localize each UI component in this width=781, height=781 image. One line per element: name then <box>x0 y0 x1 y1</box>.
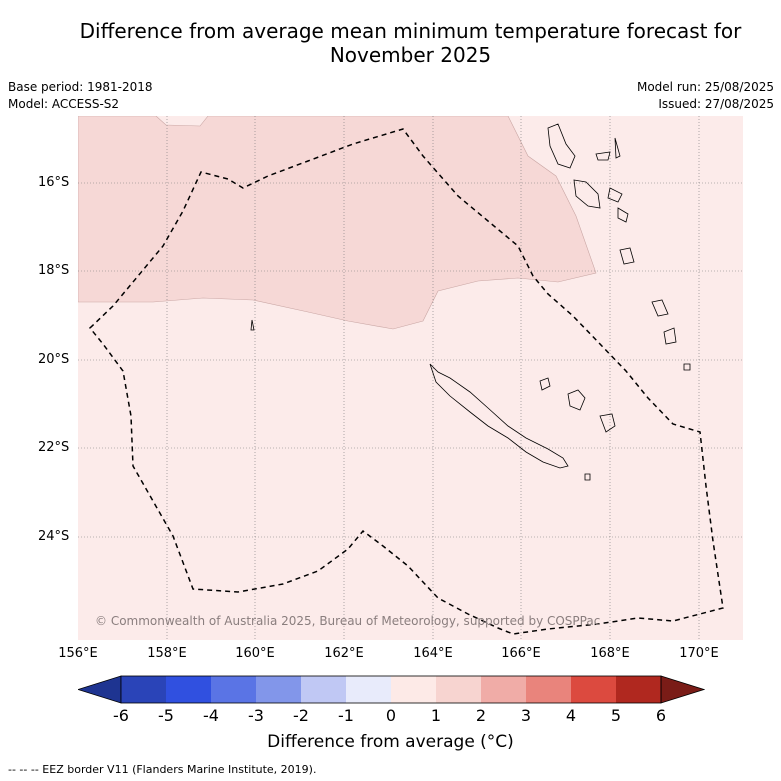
colorbar-bin-10 <box>526 676 571 703</box>
colorbar <box>78 675 705 704</box>
colorbar-bin-3 <box>211 676 256 703</box>
island-fiji-west <box>651 299 669 317</box>
colorbar-bin-7 <box>391 676 436 703</box>
meta-left: Base period: 1981-2018 Model: ACCESS-S2 <box>8 79 153 113</box>
colorbar-bin-12 <box>616 676 661 703</box>
lon-label-158e: 158°E <box>147 646 187 661</box>
island-vanuatu-5 <box>607 187 623 203</box>
colorbar-extend-high <box>660 675 705 704</box>
meta-right: Model run: 25/08/2025 Issued: 27/08/2025 <box>637 79 774 113</box>
island-loyalty-1 <box>539 377 551 391</box>
island-vanuatu-7 <box>619 247 635 265</box>
lon-label-166e: 166°E <box>501 646 541 661</box>
colorbar-tick-2: 2 <box>475 706 487 725</box>
colorbar-outline <box>120 675 662 704</box>
colorbar-bin-9 <box>481 676 526 703</box>
colorbar-bin-8 <box>436 676 481 703</box>
lat-label-22s: 22°S <box>38 440 70 455</box>
island-vanuatu-4 <box>573 179 601 209</box>
eez-footnote: -- -- -- EEZ border V11 (Flanders Marine… <box>8 763 317 776</box>
title-line-1: Difference from average mean minimum tem… <box>79 19 742 43</box>
anomaly-region-1-2 <box>78 116 597 330</box>
colorbar-label: Difference from average (°C) <box>267 732 514 752</box>
island-vanuatu-1 <box>547 123 576 169</box>
colorbar-tick-m2: -2 <box>293 706 309 725</box>
lat-label-20s: 20°S <box>38 352 70 367</box>
island-loyalty-3 <box>599 413 616 433</box>
eez-border <box>88 128 724 635</box>
map-title: Difference from average mean minimum tem… <box>40 19 781 67</box>
lon-label-162e: 162°E <box>324 646 364 661</box>
colorbar-tick-6: 6 <box>655 706 667 725</box>
colorbar-bin-4 <box>256 676 301 703</box>
lon-label-168e: 168°E <box>590 646 630 661</box>
colorbar-tick-4: 4 <box>565 706 577 725</box>
island-loyalty-2 <box>567 389 586 411</box>
island-new-caledonia <box>429 363 569 469</box>
title-line-2: November 2025 <box>329 43 492 67</box>
colorbar-tick-1: 1 <box>430 706 442 725</box>
colorbar-extend-low <box>78 675 122 704</box>
colorbar-bin-1 <box>121 676 166 703</box>
grid-lines <box>78 116 743 640</box>
colorbar-tick-3: 3 <box>520 706 532 725</box>
island-small-1 <box>683 363 691 371</box>
colorbar-tick-m4: -4 <box>203 706 219 725</box>
island-chesterfield <box>250 319 255 331</box>
lat-label-24s: 24°S <box>38 529 70 544</box>
colorbar-bin-5 <box>301 676 346 703</box>
colorbar-tick-0: 0 <box>385 706 397 725</box>
colorbar-bin-11 <box>571 676 616 703</box>
lat-label-18s: 18°S <box>38 263 70 278</box>
copyright-notice: © Commonwealth of Australia 2025, Bureau… <box>95 614 601 628</box>
lon-label-164e: 164°E <box>413 646 453 661</box>
lat-label-16s: 16°S <box>38 175 70 190</box>
island-vanuatu-2 <box>595 151 611 161</box>
island-small-2 <box>584 473 591 481</box>
island-vanuatu-6 <box>617 207 629 223</box>
colorbar-tick-5: 5 <box>610 706 622 725</box>
island-vanuatu-3 <box>614 137 621 159</box>
issued-date: Issued: 27/08/2025 <box>658 97 774 111</box>
map-panel <box>78 116 743 640</box>
model-name: Model: ACCESS-S2 <box>8 97 120 111</box>
base-period: Base period: 1981-2018 <box>8 80 153 94</box>
model-run: Model run: 25/08/2025 <box>636 80 774 94</box>
lon-label-170e: 170°E <box>679 646 719 661</box>
colorbar-tick-m3: -3 <box>248 706 264 725</box>
lon-label-160e: 160°E <box>235 646 275 661</box>
coastlines <box>250 123 691 481</box>
colorbar-tick-m6: -6 <box>113 706 129 725</box>
lon-label-156e: 156°E <box>58 646 98 661</box>
colorbar-bin-2 <box>166 676 211 703</box>
colorbar-tick-m5: -5 <box>158 706 174 725</box>
island-fiji-east <box>663 327 677 345</box>
colorbar-tick-m1: -1 <box>338 706 354 725</box>
colorbar-bin-6 <box>346 676 391 703</box>
